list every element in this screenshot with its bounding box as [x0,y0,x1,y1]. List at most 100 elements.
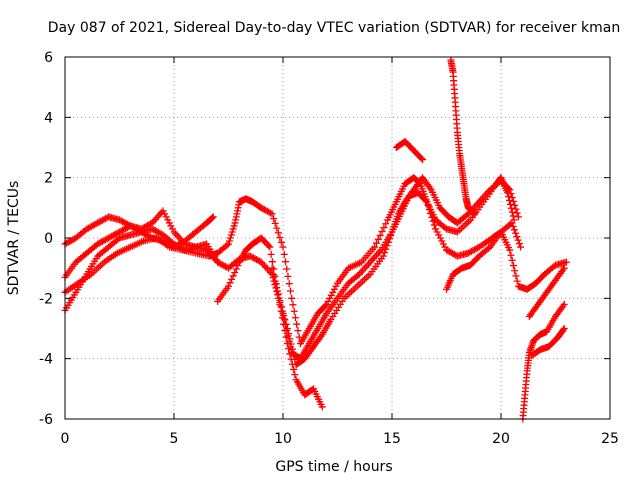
data-point [366,258,374,266]
x-tick-label: 10 [274,431,292,447]
data-point [274,290,282,298]
data-point [277,238,285,246]
data-point [560,325,568,332]
data-point [268,210,276,218]
data-point [284,272,292,280]
data-point [470,209,478,217]
data-point [511,201,519,209]
data-point [284,332,292,340]
data-point [147,233,155,241]
series-track-k [528,325,568,360]
data-point [267,209,275,217]
data-point [428,213,436,221]
data-point [562,258,570,266]
data-point [372,251,380,259]
x-axis-ticks: 0 5 10 15 20 25 [61,57,619,447]
data-point [378,228,386,236]
x-tick-label: 0 [61,431,70,447]
data-point [270,215,278,223]
data-point [329,288,337,296]
data-point [153,214,161,222]
data-point [369,255,377,263]
data-point [203,246,211,254]
data-points [61,56,570,423]
data-point [283,326,291,334]
data-point [506,186,514,194]
data-point [382,245,390,253]
y-tick-label: -2 [39,291,53,307]
data-point [286,343,294,351]
data-point [504,184,512,192]
data-point [372,239,380,247]
data-point [283,265,291,273]
data-point [159,207,167,215]
data-point [432,225,440,233]
data-point [463,211,471,219]
data-point [324,297,332,305]
data-point [365,260,373,268]
data-point [509,212,517,220]
data-point [485,244,493,252]
data-point [515,240,523,248]
data-point [512,229,520,237]
data-point [267,250,275,258]
data-point [417,154,425,162]
data-point [291,314,299,322]
y-axis-label: SDTVAR / TECUs [6,181,22,296]
data-point [330,285,338,293]
data-point [517,243,525,251]
data-point [291,371,299,379]
data-point [371,253,379,261]
y-tick-label: -4 [39,352,53,368]
data-point [510,226,518,234]
data-point [506,246,514,254]
data-point [265,242,273,250]
data-point [509,222,517,230]
data-point [225,240,232,248]
data-point [277,303,285,311]
x-tick-label: 25 [601,431,619,447]
data-point [289,301,297,309]
data-point [158,209,166,217]
data-point [230,222,238,230]
data-point [512,205,520,213]
data-point [326,294,334,302]
data-point [430,221,438,229]
data-point [294,327,302,335]
data-point [279,309,287,317]
data-point [290,365,298,373]
data-point [509,262,517,270]
data-point [276,234,284,242]
data-point [225,237,233,245]
data-point [371,243,379,251]
data-point [162,213,170,221]
data-point [363,262,371,270]
data-point [360,265,368,273]
x-tick-label: 20 [492,431,510,447]
data-point [512,272,520,280]
data-point [379,252,387,260]
x-axis-label: GPS time / hours [275,459,392,475]
data-point [173,231,181,239]
data-point [280,315,288,323]
data-point [419,156,427,164]
series-track-a [61,174,518,348]
data-point [433,228,441,236]
data-point [507,251,515,259]
data-point [508,219,516,227]
data-point [276,296,284,304]
chart-title: Day 087 of 2021, Sidereal Day-to-day VTE… [48,20,620,36]
data-point [508,256,516,264]
data-point [511,267,519,275]
data-point [271,219,279,227]
data-point [168,225,176,233]
data-point [263,265,271,273]
data-point [509,197,517,205]
series-track-b [61,189,570,369]
data-point [228,275,236,283]
data-point [161,210,169,218]
data-point [513,209,521,217]
data-point [507,204,515,212]
data-point [285,337,293,345]
